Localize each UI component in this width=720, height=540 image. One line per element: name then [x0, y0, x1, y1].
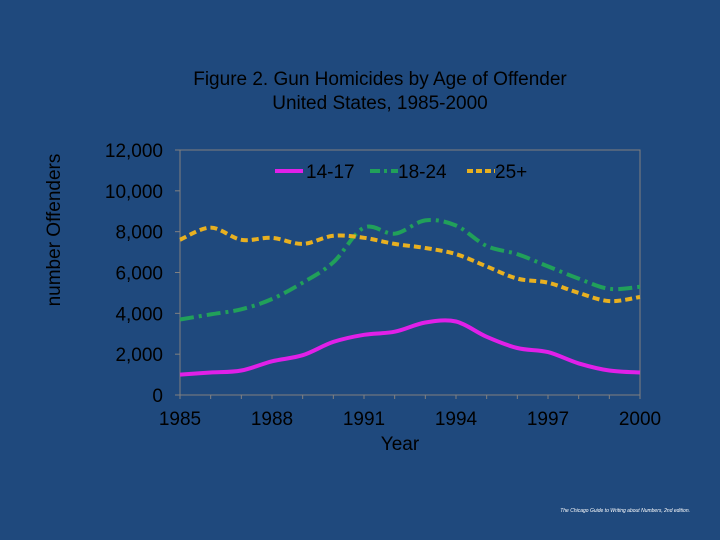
data-point-14-17 — [517, 348, 518, 349]
x-axis-title: Year — [380, 434, 420, 455]
data-point-14-17 — [180, 374, 181, 375]
series-lines — [179, 218, 641, 377]
data-point-14-17 — [486, 336, 487, 337]
series-line-18-24 — [179, 218, 641, 322]
data-point-14-17 — [548, 352, 549, 353]
chart-subtitle: United States, 1985-2000 — [272, 93, 488, 114]
data-point-25+ — [486, 266, 487, 267]
data-point-18-24 — [302, 282, 303, 283]
data-point-25+ — [302, 243, 303, 244]
plot-area — [179, 149, 641, 396]
data-point-18-24 — [425, 220, 426, 221]
data-point-14-17 — [333, 341, 334, 342]
data-point-25+ — [548, 282, 549, 283]
data-point-14-17 — [210, 372, 211, 373]
y-tick-label: 6,000 — [115, 264, 163, 285]
data-point-18-24 — [364, 227, 365, 228]
data-point-14-17 — [609, 370, 610, 371]
data-point-18-24 — [578, 278, 579, 279]
y-tick-label: 4,000 — [115, 304, 163, 325]
data-point-18-24 — [548, 266, 549, 267]
x-tick-label: 1985 — [159, 409, 201, 430]
data-point-14-17 — [456, 321, 457, 322]
data-point-18-24 — [517, 254, 518, 255]
data-point-18-24 — [241, 309, 242, 310]
x-tick-label: 1991 — [343, 409, 385, 430]
series-line-25+ — [179, 225, 641, 304]
data-point-14-17 — [425, 322, 426, 323]
y-tick-label: 2,000 — [115, 345, 163, 366]
data-point-18-24 — [180, 319, 181, 320]
data-point-18-24 — [394, 233, 395, 234]
data-point-14-17 — [640, 372, 641, 373]
chart-title: Figure 2. Gun Homicides by Age of Offend… — [193, 69, 567, 90]
x-tick-label: 1997 — [527, 409, 569, 430]
data-point-18-24 — [210, 314, 211, 315]
legend-label-18-24: 18-24 — [398, 162, 447, 183]
data-point-25+ — [394, 243, 395, 244]
data-point-14-17 — [578, 363, 579, 364]
legend: 14-17 18-24 25+ — [275, 162, 527, 183]
legend-label-14-17: 14-17 — [306, 162, 355, 183]
data-point-25+ — [640, 297, 641, 298]
data-point-14-17 — [302, 355, 303, 356]
x-tick-label: 1994 — [435, 409, 478, 430]
y-tick-label: 0 — [152, 386, 163, 407]
series-line-14-17 — [179, 318, 641, 377]
data-point-25+ — [272, 237, 273, 238]
x-ticks: 1985 1988 1991 1994 1997 2000 — [159, 395, 661, 430]
data-point-18-24 — [456, 225, 457, 226]
data-point-25+ — [517, 278, 518, 279]
legend-label-25+: 25+ — [495, 162, 527, 183]
data-point-25+ — [578, 292, 579, 293]
data-point-18-24 — [486, 246, 487, 247]
data-point-25+ — [333, 235, 334, 236]
data-point-25+ — [456, 254, 457, 255]
data-point-14-17 — [241, 370, 242, 371]
y-ticks: 0 2,000 4,000 6,000 8,000 10,000 12,000 — [105, 141, 180, 407]
data-point-18-24 — [333, 262, 334, 263]
y-tick-label: 8,000 — [115, 223, 163, 244]
data-point-25+ — [425, 248, 426, 249]
data-point-14-17 — [364, 334, 365, 335]
data-point-18-24 — [640, 286, 641, 287]
x-tick-label: 2000 — [619, 409, 661, 430]
data-point-18-24 — [609, 288, 610, 289]
data-point-14-17 — [272, 361, 273, 362]
data-point-25+ — [180, 239, 181, 240]
data-point-25+ — [364, 237, 365, 238]
data-point-25+ — [241, 239, 242, 240]
data-point-14-17 — [394, 331, 395, 332]
y-tick-label: 12,000 — [105, 141, 163, 162]
data-point-18-24 — [272, 299, 273, 300]
data-point-25+ — [210, 227, 211, 228]
y-tick-label: 10,000 — [105, 182, 163, 203]
data-point-25+ — [609, 301, 610, 302]
credit-text: The Chicago Guide to Writing about Numbe… — [560, 508, 690, 514]
x-tick-label: 1988 — [251, 409, 293, 430]
